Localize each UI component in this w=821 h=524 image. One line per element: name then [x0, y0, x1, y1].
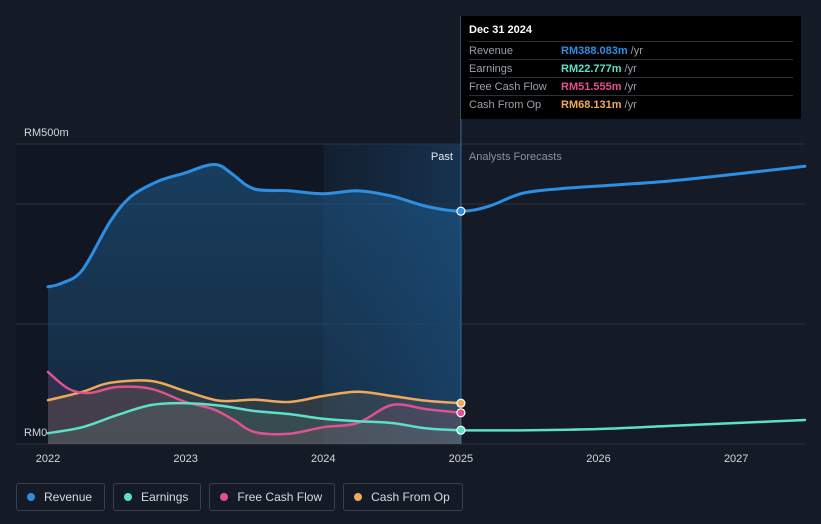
tooltip-date: Dec 31 2024: [469, 24, 793, 42]
tooltip-value: RM51.555m: [561, 80, 622, 93]
legend-item-earnings[interactable]: Earnings: [113, 483, 202, 511]
tooltip-row-cash-from-op: Cash From Op RM68.131m /yr: [469, 96, 793, 113]
free-cash-flow-marker: [456, 408, 466, 418]
legend-label: Free Cash Flow: [237, 490, 323, 504]
revenue-dot-icon: [27, 493, 35, 501]
earnings-area: [48, 403, 461, 444]
earnings-line: [46, 401, 807, 435]
y-tick-label: RM0: [24, 427, 47, 439]
legend-item-cash-from-op[interactable]: Cash From Op: [343, 483, 463, 511]
tooltip-value: RM388.083m: [561, 44, 628, 57]
tooltip-label: Earnings: [469, 62, 513, 75]
revenue-area: [48, 164, 461, 445]
cash-from-op-line: [46, 379, 463, 405]
legend-label: Earnings: [141, 490, 189, 504]
tooltip-unit: /yr: [624, 62, 637, 75]
tooltip-label: Revenue: [469, 44, 514, 57]
tooltip-label: Cash From Op: [469, 98, 542, 111]
revenue-marker: [456, 206, 466, 216]
x-tick-label: 2027: [724, 453, 748, 465]
free-cash-flow-dot-icon: [220, 493, 229, 501]
x-tick-label: 2025: [449, 453, 473, 465]
tooltip-value: RM22.777m: [561, 62, 622, 75]
x-tick-label: 2026: [586, 453, 610, 465]
tooltip-unit: /yr: [624, 98, 637, 111]
tooltip-row-earnings: Earnings RM22.777m /yr: [469, 60, 793, 78]
legend-item-free-cash-flow[interactable]: Free Cash Flow: [209, 483, 336, 511]
cash-from-op-marker: [456, 398, 466, 408]
tooltip-unit: /yr: [624, 80, 637, 93]
legend-label: Cash From Op: [371, 490, 450, 504]
tooltip-unit: /yr: [630, 44, 643, 57]
x-tick-label: 2023: [173, 453, 197, 465]
earnings-marker: [456, 425, 466, 435]
tooltip-row-revenue: Revenue RM388.083m /yr: [469, 42, 793, 60]
legend-item-revenue[interactable]: Revenue: [16, 483, 106, 511]
tooltip: Dec 31 2024 Revenue RM388.083m /yr Earni…: [461, 16, 801, 119]
revenue-line: [46, 163, 807, 289]
x-tick-label: 2022: [36, 453, 60, 465]
earnings-dot-icon: [124, 493, 133, 501]
y-tick-label: RM500m: [24, 127, 69, 139]
tooltip-row-free-cash-flow: Free Cash Flow RM51.555m /yr: [469, 78, 793, 96]
past-label: Past: [431, 151, 453, 163]
legend-label: Revenue: [44, 490, 93, 504]
tooltip-value: RM68.131m: [561, 98, 622, 111]
x-tick-label: 2024: [311, 453, 335, 465]
forecast-label: Analysts Forecasts: [469, 151, 562, 163]
legend: Revenue Earnings Free Cash Flow Cash Fro…: [16, 483, 463, 511]
cash-from-op-dot-icon: [354, 493, 363, 501]
tooltip-label: Free Cash Flow: [469, 80, 547, 93]
free-cash-flow-line: [46, 370, 463, 436]
